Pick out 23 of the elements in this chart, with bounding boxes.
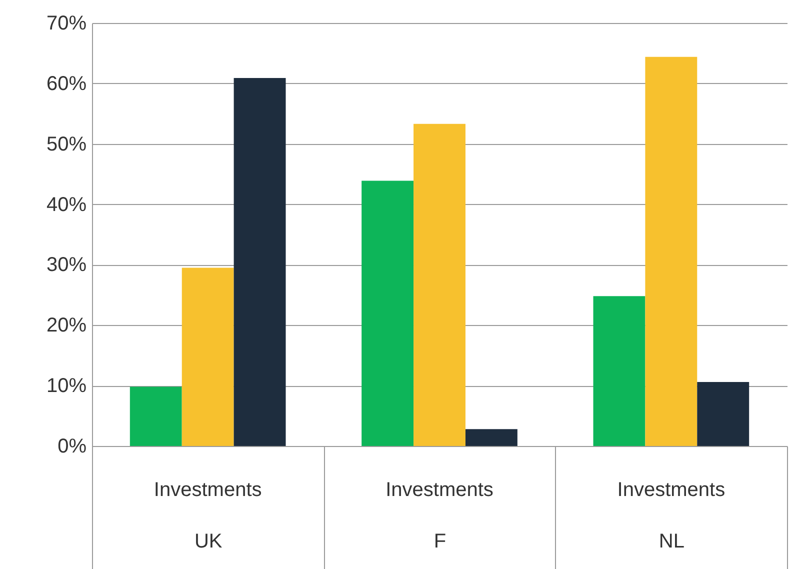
y-tick-label: 40% xyxy=(46,194,87,216)
y-tick-label: 70% xyxy=(46,12,87,34)
y-tick-label: 10% xyxy=(46,375,87,398)
y-tick-label: 20% xyxy=(46,314,87,337)
y-tick-label: 30% xyxy=(46,254,87,276)
text: Investments xyxy=(154,479,262,501)
x-tick-label: UK xyxy=(194,530,223,552)
bar xyxy=(465,429,518,446)
x-tick-label: NL xyxy=(658,530,684,552)
bar xyxy=(697,382,750,446)
bar xyxy=(414,124,466,446)
text: Investments xyxy=(617,479,726,501)
bar xyxy=(645,56,698,446)
bar xyxy=(362,180,414,446)
bar xyxy=(234,78,286,446)
x-tick-label: F xyxy=(434,530,446,552)
bar xyxy=(182,268,234,446)
y-tick-label: 50% xyxy=(46,133,87,156)
bar xyxy=(130,386,182,446)
y-tick-label: 60% xyxy=(46,72,87,95)
text: Investments xyxy=(386,479,494,501)
y-tick-label: 0% xyxy=(58,436,87,458)
bar xyxy=(593,296,646,446)
